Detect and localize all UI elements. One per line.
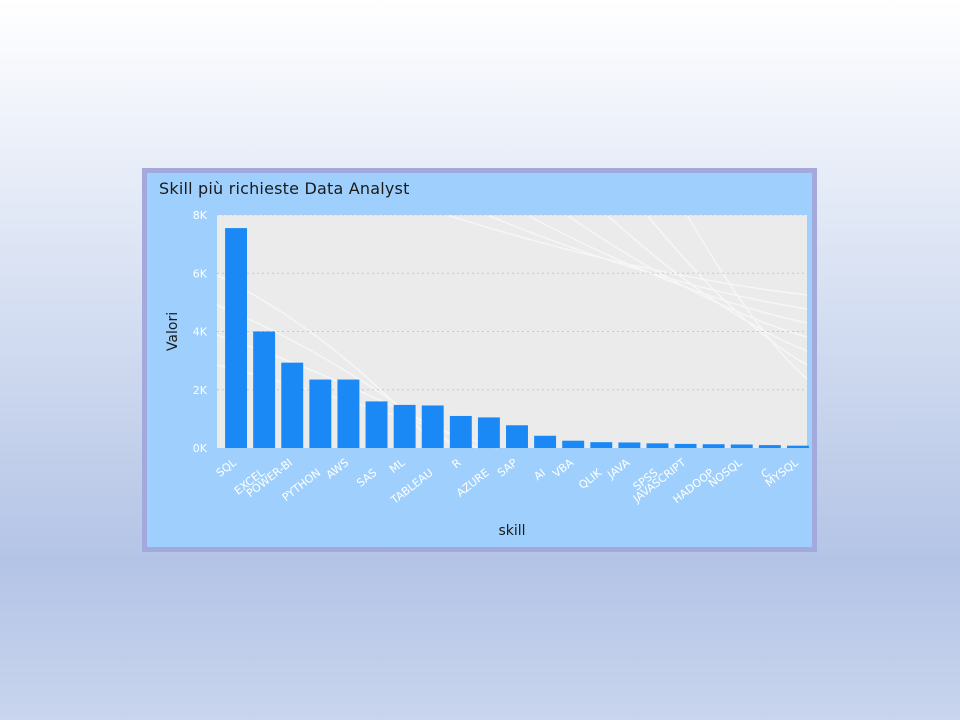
x-tick-label: AZURE [454, 466, 492, 499]
bar-spss [646, 443, 669, 448]
x-tick-label: ML [387, 456, 408, 476]
bar-azure [477, 417, 500, 448]
y-tick-label: 2K [193, 384, 208, 397]
bar-r [449, 415, 472, 448]
bar-sas [365, 401, 388, 448]
y-tick-label: 6K [193, 267, 208, 280]
x-tick-label: JAVA [604, 456, 632, 482]
chart-frame: Skill più richieste Data Analyst 0K 2K 4K 6… [142, 168, 817, 552]
y-tick-label: 0K [193, 442, 208, 455]
bar-qlik [590, 442, 613, 448]
y-tick-label: 8K [193, 209, 208, 222]
bar-ai [534, 435, 557, 448]
bar-python [309, 379, 332, 448]
bar-tableau [421, 405, 444, 448]
bar-power-bi [281, 362, 304, 448]
y-axis-label: Valori [165, 312, 181, 351]
bar-hadoop [702, 444, 725, 448]
bar-sap [506, 425, 528, 448]
bars [225, 228, 809, 448]
bar-c [758, 445, 781, 448]
x-axis-label: skill [498, 523, 525, 539]
grid-lines [217, 214, 807, 391]
x-tick-label: VBA [550, 456, 576, 480]
bar-javascript [674, 443, 697, 448]
bar-excel [253, 331, 276, 448]
bar-vba [562, 440, 585, 448]
y-axis-ticks: 0K 2K 4K 6K 8K [193, 209, 208, 455]
x-tick-label: QLIK [576, 466, 605, 492]
chart-title: Skill più richieste Data Analyst [159, 179, 410, 198]
x-tick-label: AI [531, 466, 547, 483]
bar-nosql [730, 444, 753, 448]
bar-mysql [786, 445, 809, 448]
y-tick-label: 4K [193, 326, 208, 339]
x-tick-label: R [450, 456, 464, 471]
x-tick-label: SQL [214, 456, 240, 480]
x-tick-label: SAS [354, 466, 379, 490]
bar-ml [393, 404, 416, 448]
x-tick-label: AWS [324, 456, 352, 482]
bar-sql [225, 228, 248, 448]
bar-aws [337, 379, 360, 448]
bar-java [618, 442, 641, 448]
x-tick-label: SAP [495, 456, 520, 480]
